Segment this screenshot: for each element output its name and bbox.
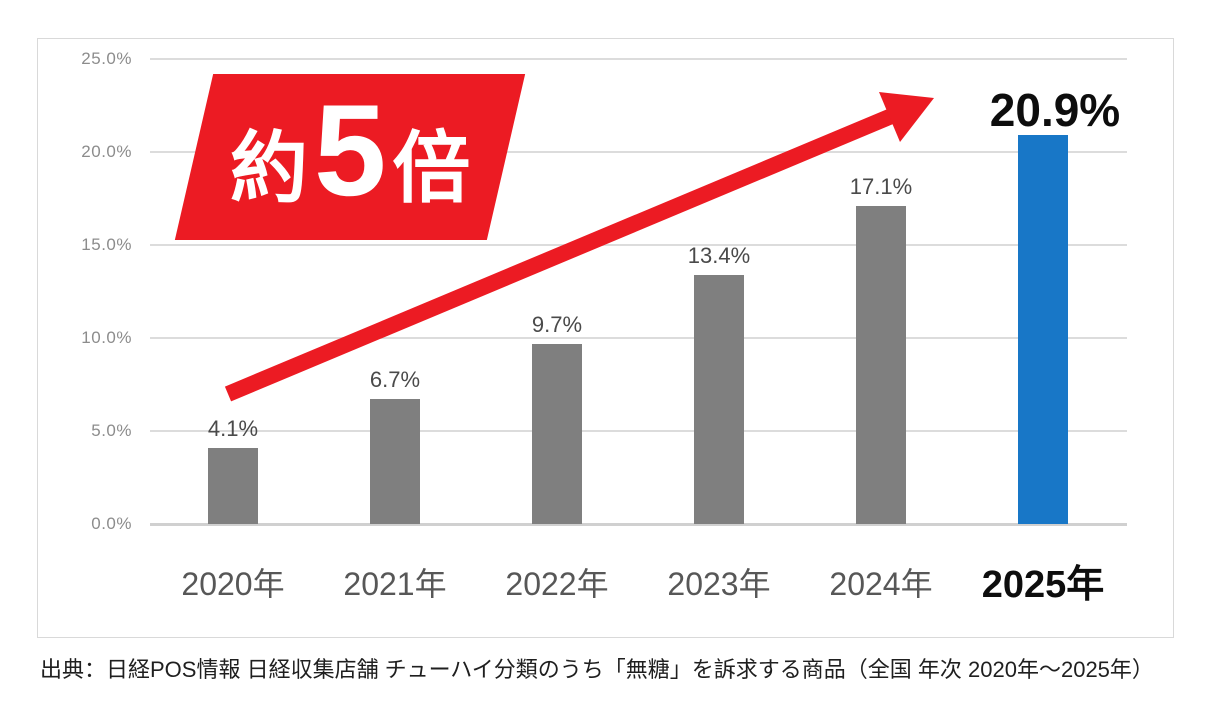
gridline	[150, 58, 1127, 60]
source-caption: 出典：日経POS情報 日経収集店舗 チューハイ分類のうち「無糖」を訴求する商品（…	[40, 657, 1154, 682]
x-axis-label-2025年: 2025年	[981, 564, 1105, 606]
x-axis-label-2023年: 2023年	[667, 566, 771, 602]
banner-suffix-text: 倍	[392, 124, 471, 212]
y-tick-label: 10.0%	[81, 328, 132, 347]
y-tick-label: 5.0%	[91, 421, 132, 440]
bar-2022年	[532, 343, 582, 524]
data-label-2022年: 9.7%	[531, 311, 583, 337]
bar-2023年	[694, 274, 744, 524]
gridline	[150, 430, 1127, 432]
bar-2020年	[208, 447, 258, 524]
bar-2021年	[370, 399, 420, 524]
y-tick-label: 0.0%	[91, 514, 132, 533]
x-axis-label-2022年: 2022年	[505, 566, 609, 602]
y-tick-label: 20.0%	[81, 142, 132, 161]
data-label-2020年: 4.1%	[207, 415, 259, 441]
y-tick-label: 15.0%	[81, 235, 132, 254]
data-label-2023年: 13.4%	[687, 242, 751, 268]
x-axis-label-2021年: 2021年	[343, 566, 447, 602]
bar-2025年	[1018, 135, 1068, 524]
bar-2024年	[856, 205, 906, 524]
x-axis-label-2020年: 2020年	[181, 566, 285, 602]
gridline	[150, 244, 1127, 246]
data-label-2021年: 6.7%	[369, 367, 421, 393]
growth-arrow-head	[879, 92, 934, 142]
data-label-2025年: 20.9%	[989, 84, 1121, 137]
growth-banner: 約 5 倍	[174, 74, 526, 240]
banner-big-number: 5	[313, 77, 387, 223]
data-label-2024年: 17.1%	[849, 173, 913, 199]
gridline	[150, 523, 1127, 526]
y-tick-label: 25.0%	[81, 49, 132, 68]
chart-area: 0.0% 5.0% 10.0% 15.0% 20.0% 25.0% 約 5 倍 4.1% 6…	[37, 38, 1174, 638]
banner-prefix-text: 約	[229, 124, 308, 212]
x-axis-label-2024年: 2024年	[829, 566, 933, 602]
gridline	[150, 337, 1127, 339]
growth-banner-text: 約 5 倍	[229, 77, 471, 229]
